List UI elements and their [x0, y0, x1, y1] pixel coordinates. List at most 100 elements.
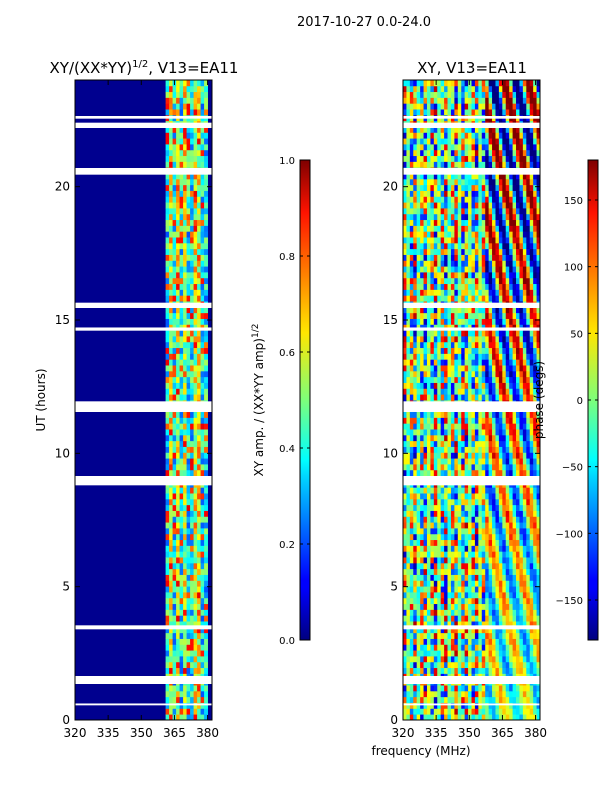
amplitude-heatmap-cell [204, 289, 208, 296]
amplitude-heatmap-cell [186, 376, 191, 383]
amplitude-heatmap-cell [179, 574, 184, 581]
phase-heatmap-cell [471, 522, 476, 529]
phase-heatmap-cell [426, 434, 431, 442]
phase-heatmap-cell [423, 586, 428, 593]
amplitude-heatmap-cell [179, 446, 184, 453]
phase-heatmap-cell [488, 388, 493, 395]
phase-heatmap-cell [457, 685, 462, 692]
phase-heatmap-cell [529, 551, 534, 558]
phase-heatmap-cell [406, 190, 411, 197]
phase-heatmap-cell [529, 213, 534, 221]
phase-heatmap-cell [533, 423, 537, 430]
phase-heatmap-cell [536, 289, 541, 296]
phase-heatmap-cell [454, 510, 459, 517]
amplitude-heatmap-cell [165, 266, 170, 273]
phase-heatmap-cell [471, 359, 476, 366]
amplitude-heatmap-cell [197, 289, 201, 296]
phase-heatmap-cell [464, 353, 469, 360]
phase-heatmap-cell [488, 260, 493, 267]
amplitude-heatmap-cell [179, 661, 184, 669]
phase-heatmap-cell [471, 452, 476, 459]
phase-heatmap-cell [433, 626, 438, 634]
phase-heatmap-cell [485, 493, 490, 500]
amplitude-heatmap-cell [204, 394, 208, 401]
phase-heatmap-cell [481, 708, 486, 715]
phase-heatmap-cell [516, 696, 520, 703]
phase-heatmap-cell [498, 440, 503, 447]
phase-heatmap-cell [461, 440, 466, 447]
amplitude-heatmap-cell [193, 272, 198, 279]
amplitude-heatmap-cell [186, 126, 191, 133]
phase-heatmap-cell [413, 609, 418, 616]
phase-heatmap-cell [457, 656, 462, 663]
amplitude-heatmap-cell [193, 248, 198, 255]
amplitude-heatmap-cell [169, 562, 173, 570]
phase-heatmap-cell [468, 464, 472, 471]
phase-heatmap-cell [426, 696, 431, 703]
phase-heatmap-cell [447, 487, 452, 494]
phase-heatmap-cell [488, 196, 493, 203]
phase-heatmap-cell [413, 283, 418, 290]
amplitude-heatmap-cell [172, 231, 177, 238]
phase-heatmap-cell [502, 464, 507, 471]
phase-heatmap-cell [509, 283, 513, 290]
phase-heatmap-cell [488, 487, 493, 494]
phase-heatmap-cell [495, 341, 500, 349]
phase-heatmap-cell [529, 231, 534, 238]
phase-heatmap-cell [471, 568, 476, 575]
phase-heatmap-cell [440, 574, 445, 581]
phase-heatmap-cell [492, 208, 496, 215]
amplitude-heatmap-cell [172, 260, 177, 267]
phase-heatmap-cell [516, 621, 520, 628]
phase-heatmap-cell [426, 417, 431, 424]
amplitude-heatmap-cell [183, 260, 187, 267]
phase-heatmap-cell [519, 353, 524, 360]
phase-heatmap-cell [533, 528, 537, 535]
amplitude-heatmap-cell [193, 551, 198, 558]
phase-heatmap-cell [403, 434, 407, 442]
amplitude-heatmap-cell [197, 353, 201, 360]
phase-heatmap-cell [519, 330, 524, 337]
phase-heatmap-cell [437, 592, 442, 599]
phase-heatmap-cell [516, 347, 520, 354]
phase-heatmap-cell [512, 586, 517, 593]
phase-heatmap-cell [502, 586, 507, 593]
phase-heatmap-cell [519, 318, 524, 325]
phase-heatmap-cell [440, 336, 445, 343]
amplitude-heatmap-cell [176, 434, 180, 442]
amplitude-heatmap-cell [179, 306, 184, 314]
phase-heatmap-cell [481, 557, 486, 564]
phase-heatmap-cell [498, 411, 503, 418]
phase-heatmap-cell [533, 382, 537, 389]
phase-heatmap-cell [519, 685, 524, 692]
phase-heatmap-cell [533, 318, 537, 325]
phase-heatmap-cell [413, 702, 418, 709]
phase-heatmap-cell [444, 685, 448, 692]
amplitude-heatmap-cell [197, 516, 201, 523]
phase-heatmap-cell [433, 394, 438, 401]
phase-heatmap-cell [488, 528, 493, 535]
phase-heatmap-cell [495, 347, 500, 354]
phase-heatmap-cell [447, 289, 452, 296]
phase-heatmap-cell [498, 376, 503, 383]
amplitude-heatmap-cell [190, 155, 194, 162]
phase-heatmap-cell [478, 248, 483, 255]
phase-heatmap-cell [447, 440, 452, 447]
phase-heatmap-cell [502, 434, 507, 442]
phase-heatmap-cell [492, 522, 496, 529]
amplitude-heatmap-cell [176, 667, 180, 674]
phase-heatmap-cell [454, 539, 459, 546]
phase-heatmap-cell [426, 359, 431, 366]
phase-heatmap-cell [495, 551, 500, 558]
phase-heatmap-cell [536, 446, 541, 453]
phase-heatmap-cell [440, 615, 445, 622]
amplitude-heatmap-cell [197, 609, 201, 616]
phase-heatmap-cell [512, 644, 517, 651]
amplitude-heatmap-cell [165, 289, 170, 296]
phase-heatmap-cell [522, 464, 527, 471]
amplitude-heatmap-cell [183, 231, 187, 238]
phase-heatmap-cell [495, 440, 500, 447]
phase-heatmap-cell [406, 324, 411, 331]
amplitude-heatmap-cell [183, 667, 187, 674]
phase-heatmap-cell [519, 440, 524, 447]
